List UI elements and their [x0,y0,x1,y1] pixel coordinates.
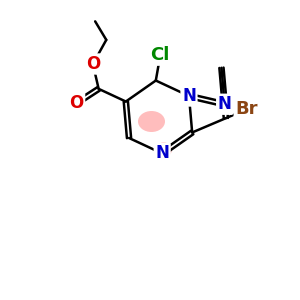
Ellipse shape [138,111,165,132]
Text: N: N [155,145,169,163]
Text: Cl: Cl [151,46,170,64]
Text: N: N [218,95,232,113]
Ellipse shape [155,142,172,158]
Text: O: O [86,55,100,73]
Text: Br: Br [235,100,258,118]
Text: N: N [182,87,196,105]
Text: O: O [69,94,84,112]
